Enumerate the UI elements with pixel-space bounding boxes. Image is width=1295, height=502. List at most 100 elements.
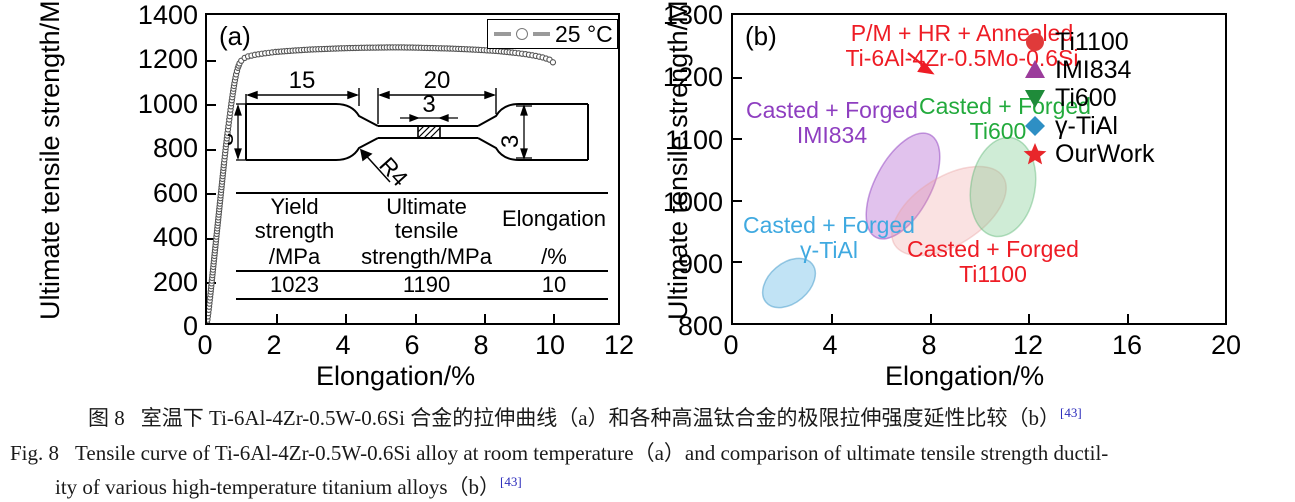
tick <box>733 76 742 79</box>
cluster-imi834 <box>865 132 941 240</box>
tick <box>1028 314 1031 323</box>
caption-english-text2: ity of various high-temperature titanium… <box>55 475 500 499</box>
panel-a-xtick-12: 12 <box>603 330 635 360</box>
header-elongation-unit: /% <box>500 244 608 272</box>
triangle-up-icon <box>1025 60 1045 78</box>
caption-english-label: Fig. 8 <box>10 441 60 465</box>
dim-8: 8 <box>228 133 239 146</box>
panel-a-xtick-4: 4 <box>335 330 351 360</box>
caption-english-text1: Tensile curve of Ti-6Al-4Zr-0.5W-0.6Si a… <box>75 441 1109 465</box>
legend-label-ti600: Ti600 <box>1055 83 1117 112</box>
panel-b-label: (b) <box>745 21 777 51</box>
header-yield-strength-unit: /MPa <box>236 244 354 272</box>
circle-icon <box>1026 33 1044 51</box>
tick <box>276 314 279 323</box>
panel-a-ytick-1200: 1200 <box>137 44 198 74</box>
panel-a-ytick-600: 600 <box>152 178 198 208</box>
tick <box>831 314 834 323</box>
panel-b-x-axis-title: Elongation/% <box>885 361 1045 391</box>
open-circle-icon <box>516 28 528 40</box>
panel-a-xtick-0: 0 <box>197 330 213 360</box>
panel-a-xtick-6: 6 <box>404 330 420 360</box>
tick <box>207 237 216 240</box>
tick <box>733 199 742 202</box>
caption-english-line1: Fig. 8 Tensile curve of Ti-6Al-4Zr-0.5W-0… <box>10 440 1108 467</box>
legend-label-ti1100: Ti1100 <box>1055 27 1129 56</box>
panel-b-ytick-1300: 1300 <box>662 0 723 30</box>
caption-chinese-text: 室温下 Ti-6Al-4Zr-0.5W-0.6Si 合金的拉伸曲线（a）和各种高… <box>140 406 1061 430</box>
cell-yield-strength: 1023 <box>236 271 354 300</box>
star-icon <box>1023 143 1047 165</box>
caption-chinese: 图 8 室温下 Ti-6Al-4Zr-0.5W-0.6Si 合金的拉伸曲线（a）和… <box>88 400 1082 431</box>
panel-a-ytick-400: 400 <box>152 222 198 252</box>
panel-b-xtick-12: 12 <box>1012 330 1044 360</box>
dim-r4: R4 <box>374 152 413 191</box>
header-ultimate-strength-unit: strength/MPa <box>353 244 500 272</box>
header-elongation: Elongation <box>500 192 608 244</box>
dim-3-thickness: 3 <box>497 135 524 148</box>
panel-b-ytick-1000: 1000 <box>662 187 723 217</box>
specimen-schematic: 15 20 3 8 <box>228 67 589 191</box>
legend-item-ti600: Ti600 <box>1022 84 1155 112</box>
caption-english-line2: ity of various high-temperature titanium… <box>55 468 522 501</box>
panel-a-x-axis-title: Elongation/% <box>316 361 476 391</box>
ourwork-arrow <box>907 52 935 75</box>
panel-a-ytick-800: 800 <box>152 133 198 163</box>
annotation-imi834-line1: Casted + Forged <box>746 97 918 123</box>
annotation-ti1100: Casted + Forged Ti1100 <box>903 237 1083 287</box>
cell-ultimate-strength: 1190 <box>353 271 500 300</box>
legend-line-left <box>494 32 511 36</box>
tick <box>414 314 417 323</box>
dim-3-width: 3 <box>422 91 435 118</box>
annotation-ti600-line2: Ti600 <box>969 118 1027 144</box>
dim-15: 15 <box>289 67 316 94</box>
cell-elongation: 10 <box>500 271 608 300</box>
panel-b-legend: Ti1100 IMI834 Ti600 γ-TiAl OurWo <box>1022 28 1155 168</box>
caption-chinese-label: 图 8 <box>88 406 125 430</box>
panel-b-ytick-1200: 1200 <box>662 62 723 92</box>
panel-b-ytick-1100: 1100 <box>664 125 723 155</box>
panel-b-plot-area: (b) <box>731 13 1227 325</box>
tick <box>207 59 216 62</box>
annotation-imi834: Casted + Forged IMI834 <box>737 98 927 148</box>
legend-label-25c: 25 °C <box>555 20 613 47</box>
panel-a-xtick-10: 10 <box>534 330 566 360</box>
annotation-imi834-line2: IMI834 <box>796 122 868 148</box>
legend-item-ourwork: OurWork <box>1022 140 1155 168</box>
annotation-ti600-line1: Casted + Forged <box>919 93 1091 119</box>
annotation-ti1100-line1: Casted + Forged <box>907 236 1079 262</box>
legend-label-gtial: γ-TiAl <box>1055 111 1118 140</box>
legend-item-ti1100: Ti1100 <box>1022 28 1155 56</box>
legend-label-imi834: IMI834 <box>1055 55 1132 84</box>
annotation-gtial-line2: γ-TiAl <box>800 237 858 263</box>
annotation-ti600: Casted + Forged Ti600 <box>919 93 1091 144</box>
panel-b-xtick-20: 20 <box>1210 330 1242 360</box>
panel-a-xtick-8: 8 <box>473 330 489 360</box>
panel-b-xtick-4: 4 <box>822 330 838 360</box>
panel-b-ytick-800: 800 <box>677 311 723 341</box>
table-row: 1023 1190 10 <box>236 271 608 300</box>
tick <box>1126 314 1129 323</box>
tick <box>483 314 486 323</box>
legend-label-ourwork: OurWork <box>1055 139 1155 168</box>
annotation-gtial-line1: Casted + Forged <box>743 212 915 238</box>
panel-a-ytick-200: 200 <box>152 267 198 297</box>
cluster-ti1100 <box>891 165 1007 257</box>
cluster-hulls <box>761 132 1037 309</box>
caption-chinese-ref: [43] <box>1060 405 1082 420</box>
tick <box>345 314 348 323</box>
panel-a-label: (a) <box>219 21 251 51</box>
tick <box>552 314 555 323</box>
panel-a-tensile-curve <box>207 44 557 323</box>
tick <box>207 148 216 151</box>
tick <box>733 261 742 264</box>
dim-20: 20 <box>424 67 451 94</box>
panel-b-xtick-16: 16 <box>1111 330 1143 360</box>
panel-b-xtick-8: 8 <box>921 330 937 360</box>
header-ultimate-strength: Ultimate tensile <box>353 192 500 244</box>
diamond-icon <box>1025 116 1045 136</box>
legend-item-imi834: IMI834 <box>1022 56 1155 84</box>
panel-a-xtick-2: 2 <box>266 330 282 360</box>
caption-english-ref: [43] <box>500 474 522 489</box>
annotation-ti1100-line2: Ti1100 <box>959 261 1027 287</box>
